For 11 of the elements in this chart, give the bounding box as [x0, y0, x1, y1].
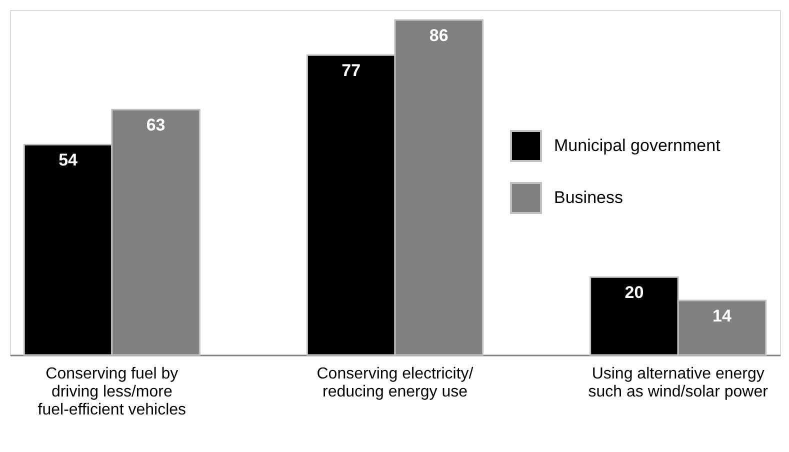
data-label: 14: [712, 306, 732, 326]
x-tick-label: Using alternative energy such as wind/solar power: [588, 366, 769, 400]
legend-label: Business: [554, 188, 623, 207]
data-label: 77: [342, 61, 361, 80]
legend-label: Municipal government: [554, 136, 721, 155]
data-label: 63: [146, 116, 166, 135]
data-label: 86: [429, 26, 448, 46]
x-tick-label: Conserving fuel by driving less/more fuel-efficient vehicles: [38, 366, 186, 418]
x-tick-label: Conserving electricity/ reducing energy use: [316, 366, 474, 400]
data-label: 54: [58, 150, 78, 170]
data-label: 20: [624, 283, 644, 302]
